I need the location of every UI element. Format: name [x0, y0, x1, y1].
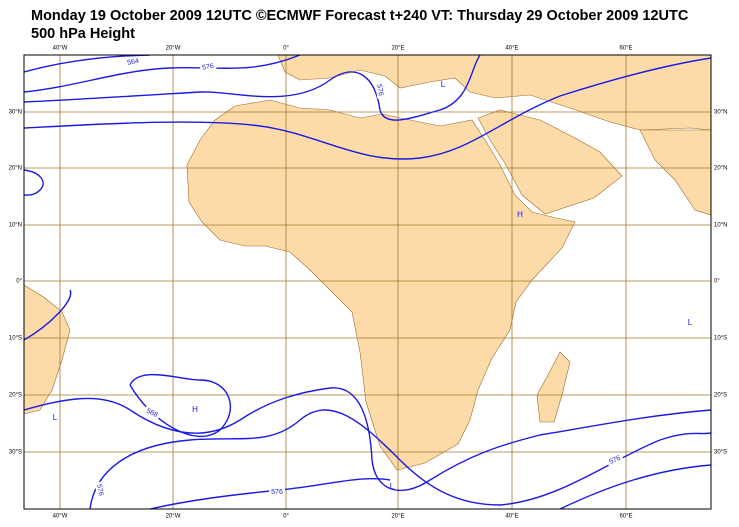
contour-label: 576: [375, 84, 384, 97]
contour-line: [24, 169, 44, 196]
longitude-label: 20°W: [166, 514, 181, 520]
longitude-label: 20°W: [166, 46, 181, 52]
longitude-label: 40°W: [53, 514, 68, 520]
longitude-label: 40°E: [505, 46, 518, 52]
arabia: [477, 109, 623, 215]
contour-label-bg: [94, 481, 106, 499]
map-layers: 564 576 576 588 576 576 576 L H H L L L: [24, 55, 711, 509]
longitude-label: 0°: [283, 46, 289, 52]
contour-label-bg: [199, 61, 217, 73]
contour-line: [89, 409, 711, 509]
contour-line: [24, 387, 711, 491]
pressure-center: L: [53, 413, 58, 422]
latitude-label: 10°S: [9, 336, 22, 342]
contour-line: [559, 464, 711, 509]
contour-label: 576: [608, 455, 622, 466]
title: Monday 19 October 2009 12UTC ©ECMWF Fore…: [31, 8, 689, 24]
latitude-label: 10°N: [9, 223, 22, 229]
contour-label-bg: [269, 488, 285, 496]
longitude-label: 20°E: [391, 46, 404, 52]
latitude-label: 20°S: [714, 393, 727, 399]
contour-label: 588: [145, 408, 159, 419]
latitude-label: 30°S: [714, 450, 727, 456]
contour-label-bg: [374, 81, 386, 99]
contour-line: [129, 373, 231, 438]
longitude-label: 60°E: [619, 514, 632, 520]
contour-line: [24, 55, 151, 73]
latitude-label: 20°S: [9, 393, 22, 399]
longitude-label: 0°: [283, 514, 289, 520]
latitude-label: 30°S: [9, 450, 22, 456]
contour-label: 576: [271, 489, 283, 496]
contour-line: [24, 55, 481, 121]
pressure-center: L: [688, 318, 693, 327]
map-frame: [23, 54, 712, 510]
pressure-center: H: [517, 210, 523, 219]
contour-label: 564: [127, 58, 140, 67]
contours: [24, 55, 711, 509]
contour-label: 576: [95, 484, 104, 497]
latitude-label: 0°: [16, 279, 22, 285]
longitude-label: 60°E: [619, 46, 632, 52]
axis-labels: 40°W 40°W 20°W 20°W 0° 0° 20°E 20°E 40°E 40°E 60°E…: [9, 46, 728, 520]
land: [24, 55, 711, 471]
pressure-center: L: [390, 482, 395, 491]
latitude-label: 10°N: [714, 223, 727, 229]
south-america: [24, 284, 71, 415]
map-labels: 564 576 576 588 576 576 576 L H H L L L: [53, 56, 693, 499]
latitude-label: 30°N: [9, 110, 22, 116]
subtitle: 500 hPa Height: [31, 26, 135, 42]
europe-asia: [277, 55, 711, 131]
contour-line: [24, 289, 72, 341]
latitude-label: 0°: [714, 279, 720, 285]
contour-label: 576: [202, 63, 215, 72]
longitude-label: 20°E: [391, 514, 404, 520]
longitude-label: 40°W: [53, 46, 68, 52]
contour-label-bg: [143, 405, 161, 421]
latitude-label: 20°N: [714, 166, 727, 172]
contour-line: [24, 55, 301, 93]
contour-line: [24, 57, 711, 160]
longitude-label: 40°E: [505, 514, 518, 520]
pressure-center: L: [441, 80, 446, 89]
contour-label-bg: [124, 56, 142, 68]
latitude-label: 30°N: [714, 110, 727, 116]
contour-label-bg: [606, 452, 624, 468]
latitude-label: 10°S: [714, 336, 727, 342]
africa: [186, 99, 576, 471]
india: [639, 129, 711, 216]
pressure-center: H: [192, 405, 198, 414]
madagascar: [536, 351, 571, 423]
latitude-label: 20°N: [9, 166, 22, 172]
